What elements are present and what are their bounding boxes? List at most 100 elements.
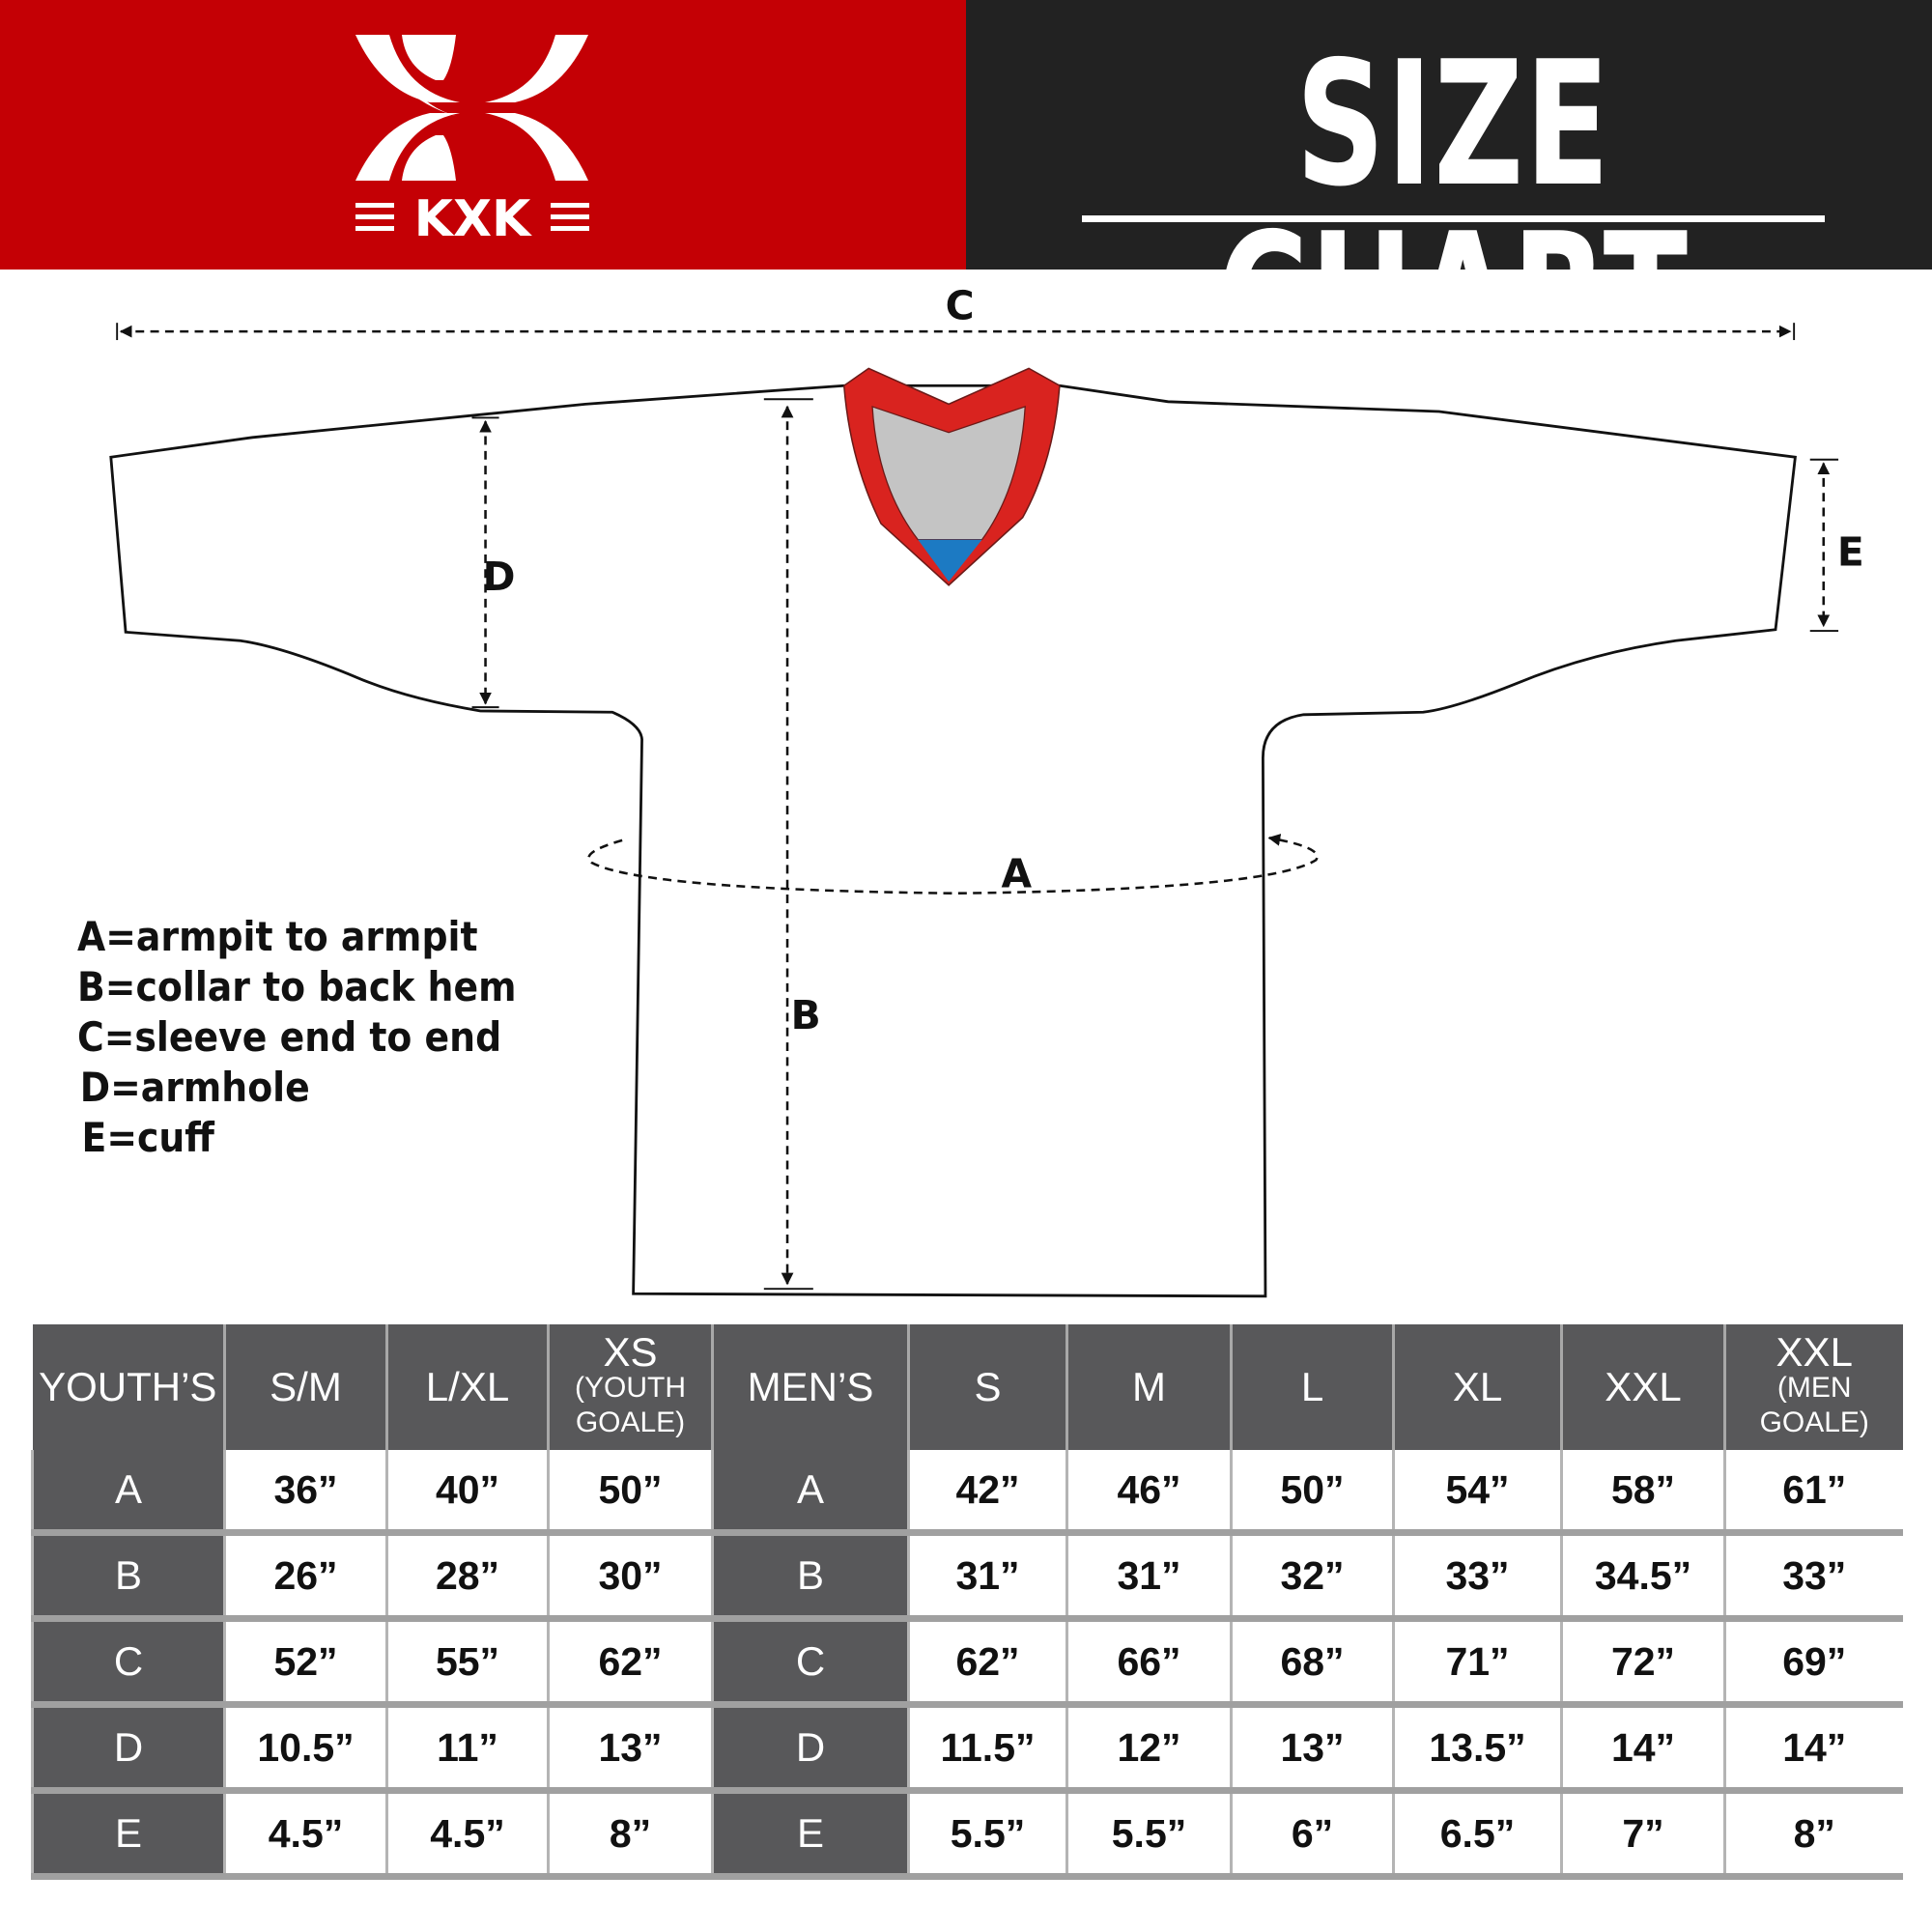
measurement-cell: 32”: [1230, 1532, 1394, 1622]
measurement-cell: 8”: [1723, 1790, 1903, 1880]
column-header-label: XXL: [1776, 1329, 1853, 1375]
collar-tag: [918, 539, 982, 582]
column-header-label: YOUTH’S: [39, 1364, 217, 1409]
measurement-cell: 6.5”: [1392, 1790, 1562, 1880]
measurement-cell: 58”: [1560, 1450, 1725, 1536]
measurement-cell: 8”: [547, 1790, 713, 1880]
measurement-cell: 68”: [1230, 1618, 1394, 1708]
measurement-cell: 55”: [385, 1618, 549, 1708]
kxk-logo: KXK: [355, 35, 589, 248]
measurement-cell: 7”: [1560, 1790, 1725, 1880]
row-label-cell: B: [711, 1532, 909, 1622]
column-header-label: XL: [1452, 1364, 1503, 1409]
column-header: XXL (MEN GOALE): [1723, 1324, 1903, 1450]
measurement-cell: 42”: [907, 1450, 1067, 1536]
measurement-cell: 36”: [223, 1450, 387, 1536]
table-row: A 36” 40” 50” A 42” 46” 50” 54” 58” 61”: [31, 1450, 1903, 1536]
measurement-cell: 31”: [1065, 1532, 1232, 1622]
column-header: L: [1230, 1324, 1394, 1450]
measurement-cell: 66”: [1065, 1618, 1232, 1708]
measurement-cell: 11”: [385, 1704, 549, 1794]
column-header: S/M: [223, 1324, 387, 1450]
legend-item: E=cuff: [81, 1114, 214, 1161]
measurement-cell: 54”: [1392, 1450, 1562, 1536]
measurement-cell: 14”: [1723, 1704, 1903, 1794]
label-e: E: [1837, 528, 1864, 575]
column-header-label: XXL: [1605, 1364, 1682, 1409]
measurement-cell: 4.5”: [223, 1790, 387, 1880]
measurement-cell: 62”: [547, 1618, 713, 1708]
measurement-cell: 5.5”: [907, 1790, 1067, 1880]
measurement-cell: 14”: [1560, 1704, 1725, 1794]
table-row: C 52” 55” 62” C 62” 66” 68” 71” 72” 69”: [31, 1618, 1903, 1708]
measurement-cell: 11.5”: [907, 1704, 1067, 1794]
measurement-cell: 34.5”: [1560, 1532, 1725, 1622]
column-header-sublabel: (YOUTH GOALE): [575, 1372, 686, 1438]
legend-item: A=armpit to armpit: [77, 913, 478, 960]
measurement-cell: 50”: [1230, 1450, 1394, 1536]
row-label-cell: A: [711, 1450, 909, 1536]
row-label-cell: E: [31, 1790, 225, 1880]
measurement-cell: 71”: [1392, 1618, 1562, 1708]
measurement-cell: 72”: [1560, 1618, 1725, 1708]
page-title: SIZE CHART: [1217, 24, 1690, 396]
measurement-legend: A=armpit to armpit B=collar to back hem …: [77, 912, 516, 1163]
row-label-cell: C: [711, 1618, 909, 1708]
column-header-label: M: [1132, 1364, 1166, 1409]
column-header-label: L: [1300, 1364, 1324, 1409]
row-label-cell: C: [31, 1618, 225, 1708]
measurement-cell: 46”: [1065, 1450, 1232, 1536]
measurement-cell: 31”: [907, 1532, 1067, 1622]
jersey-outline: [109, 384, 1797, 1298]
row-label-cell: B: [31, 1532, 225, 1622]
column-header: M: [1065, 1324, 1232, 1450]
measurement-cell: 13”: [1230, 1704, 1394, 1794]
column-header-sublabel: (MEN GOALE): [1759, 1372, 1869, 1438]
table-row: D 10.5” 11” 13” D 11.5” 12” 13” 13.5” 14” 14”: [31, 1704, 1903, 1794]
row-label-cell: A: [31, 1450, 225, 1536]
measurement-cell: 40”: [385, 1450, 549, 1536]
collar-inner: [871, 406, 1026, 541]
measurement-cell: 13”: [547, 1704, 713, 1794]
table-row: E 4.5” 4.5” 8” E 5.5” 5.5” 6” 6.5” 7” 8”: [31, 1790, 1903, 1880]
measurement-cell: 5.5”: [1065, 1790, 1232, 1880]
column-header-label: S: [974, 1364, 1002, 1409]
measurement-cell: 28”: [385, 1532, 549, 1622]
legend-item: B=collar to back hem: [77, 963, 517, 1010]
measurement-cell: 52”: [223, 1618, 387, 1708]
column-header: L/XL: [385, 1324, 549, 1450]
column-header-label: MEN’S: [747, 1364, 874, 1409]
column-header: S: [907, 1324, 1067, 1450]
row-label-cell: D: [31, 1704, 225, 1794]
measurement-cell: 62”: [907, 1618, 1067, 1708]
column-header: XXL: [1560, 1324, 1725, 1450]
legend-item: C=sleeve end to end: [77, 1013, 502, 1061]
column-header-label: S/M: [270, 1364, 342, 1409]
column-header: XS (YOUTH GOALE): [547, 1324, 713, 1450]
measurement-cell: 33”: [1392, 1532, 1562, 1622]
label-a: A: [1002, 850, 1033, 896]
table-header-row: YOUTH’S S/M L/XL XS (YOUTH GOALE) MEN’S S M L XL X…: [32, 1324, 1903, 1450]
measurement-cell: 61”: [1723, 1450, 1903, 1536]
brand-banner: KXK: [0, 0, 966, 270]
measurement-cell: 4.5”: [385, 1790, 549, 1880]
table-row: B 26” 28” 30” B 31” 31” 32” 33” 34.5” 33”: [31, 1532, 1903, 1622]
measurement-cell: 12”: [1065, 1704, 1232, 1794]
measurement-cell: 13.5”: [1392, 1704, 1562, 1794]
brand-name: KXK: [414, 190, 532, 248]
title-banner: [966, 0, 1932, 270]
label-c: C: [946, 282, 975, 328]
column-header: YOUTH’S: [32, 1324, 225, 1450]
label-d: D: [483, 554, 516, 600]
measurement-cell: 6”: [1230, 1790, 1394, 1880]
row-label-cell: E: [711, 1790, 909, 1880]
measurement-cell: 10.5”: [223, 1704, 387, 1794]
measurement-cell: 30”: [547, 1532, 713, 1622]
size-table: YOUTH’S S/M L/XL XS (YOUTH GOALE) MEN’S S M L XL X…: [31, 1324, 1903, 1880]
column-header: MEN’S: [711, 1324, 909, 1450]
measurement-cell: 69”: [1723, 1618, 1903, 1708]
row-label-cell: D: [711, 1704, 909, 1794]
measurement-cell: 33”: [1723, 1532, 1903, 1622]
dimension-a-ellipse: [587, 834, 1319, 895]
